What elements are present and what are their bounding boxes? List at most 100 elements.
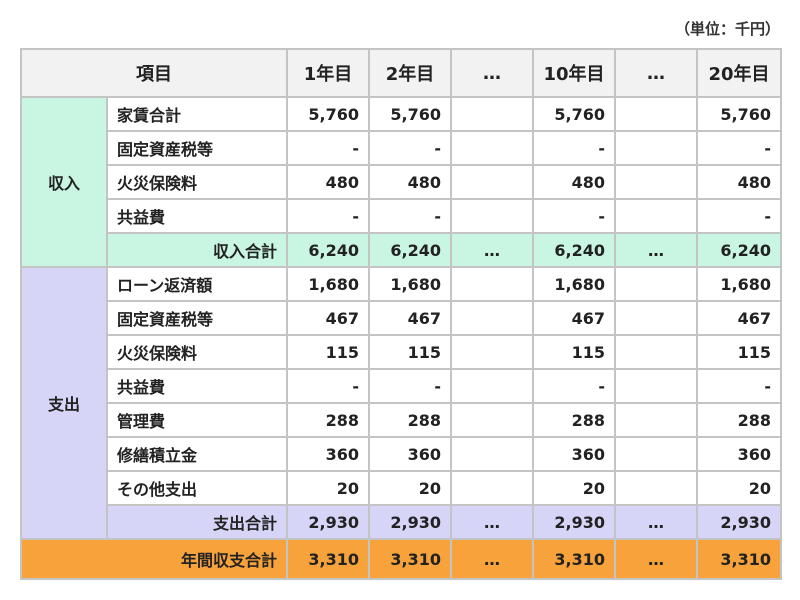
value-cell — [614, 198, 698, 234]
value-cell: 20 — [696, 470, 782, 506]
value-cell: … — [450, 504, 534, 540]
value-cell: 115 — [532, 334, 616, 370]
value-cell: - — [286, 130, 370, 166]
row-label: 共益費 — [106, 368, 288, 404]
value-cell: … — [614, 504, 698, 540]
table-row: 共益費 - - - - — [21, 198, 782, 234]
value-cell — [450, 368, 534, 404]
row-label: 火災保険料 — [106, 164, 288, 200]
value-cell: 467 — [286, 300, 370, 336]
value-cell: 1,680 — [532, 266, 616, 302]
value-cell — [450, 266, 534, 302]
value-cell: 288 — [368, 402, 452, 438]
value-cell: 3,310 — [286, 538, 370, 580]
value-cell: 20 — [368, 470, 452, 506]
value-cell: 6,240 — [286, 232, 370, 268]
value-cell — [450, 300, 534, 336]
income-total-row: 収入合計 6,240 6,240 … 6,240 … 6,240 — [21, 232, 782, 268]
value-cell: - — [532, 368, 616, 404]
value-cell: - — [286, 198, 370, 234]
value-cell: 115 — [696, 334, 782, 370]
value-cell: 115 — [368, 334, 452, 370]
value-cell: 288 — [696, 402, 782, 438]
value-cell: 6,240 — [532, 232, 616, 268]
row-label: 修繕積立金 — [106, 436, 288, 472]
value-cell: 288 — [532, 402, 616, 438]
value-cell: 2,930 — [532, 504, 616, 540]
value-cell — [614, 436, 698, 472]
table-row: 火災保険料 480 480 480 480 — [21, 164, 782, 200]
expense-category: 支出 — [20, 266, 108, 540]
value-cell — [614, 470, 698, 506]
value-cell: 467 — [532, 300, 616, 336]
table-row: 支出 ローン返済額 1,680 1,680 1,680 1,680 — [20, 266, 782, 540]
value-cell — [614, 402, 698, 438]
value-cell: - — [696, 130, 782, 166]
value-cell: - — [532, 198, 616, 234]
value-cell: 5,760 — [696, 96, 782, 132]
value-cell — [614, 266, 698, 302]
value-cell: 360 — [532, 436, 616, 472]
income-category: 収入 — [20, 96, 108, 268]
header-year-20: 20年目 — [696, 48, 782, 98]
value-cell: … — [450, 232, 534, 268]
value-cell — [450, 96, 534, 132]
table-row: 火災保険料 115 115 115 115 — [21, 334, 782, 370]
value-cell: - — [696, 368, 782, 404]
header-year-10: 10年目 — [532, 48, 616, 98]
value-cell: 360 — [696, 436, 782, 472]
net-total-row: 年間収支合計 3,310 3,310 … 3,310 … 3,310 — [20, 538, 782, 580]
value-cell — [614, 130, 698, 166]
value-cell: 3,310 — [696, 538, 782, 580]
value-cell: - — [368, 368, 452, 404]
value-cell: 5,760 — [286, 96, 370, 132]
header-year-1: 1年目 — [286, 48, 370, 98]
net-total-label: 年間収支合計 — [20, 538, 288, 580]
value-cell — [614, 368, 698, 404]
value-cell: 5,760 — [368, 96, 452, 132]
value-cell — [450, 402, 534, 438]
value-cell: 360 — [286, 436, 370, 472]
header-ellipsis: … — [450, 48, 534, 98]
expense-total-row: 支出合計 2,930 2,930 … 2,930 … 2,930 — [21, 504, 782, 540]
value-cell: 6,240 — [368, 232, 452, 268]
value-cell: 5,760 — [532, 96, 616, 132]
row-label: 火災保険料 — [106, 334, 288, 370]
header-ellipsis: … — [614, 48, 698, 98]
value-cell: 3,310 — [532, 538, 616, 580]
value-cell: 1,680 — [696, 266, 782, 302]
value-cell — [450, 198, 534, 234]
value-cell: 480 — [286, 164, 370, 200]
expense-total-label: 支出合計 — [106, 504, 288, 540]
table-row: 固定資産税等 - - - - — [21, 130, 782, 166]
value-cell: 115 — [286, 334, 370, 370]
value-cell: 288 — [286, 402, 370, 438]
row-label: その他支出 — [106, 470, 288, 506]
value-cell: - — [696, 198, 782, 234]
value-cell — [450, 130, 534, 166]
value-cell — [614, 334, 698, 370]
value-cell: 467 — [368, 300, 452, 336]
header-row: 項目 1年目 2年目 … 10年目 … 20年目 — [20, 48, 782, 98]
value-cell: - — [368, 130, 452, 166]
table-row: その他支出 20 20 20 20 — [21, 470, 782, 506]
value-cell: 20 — [532, 470, 616, 506]
value-cell: 360 — [368, 436, 452, 472]
income-total-label: 収入合計 — [106, 232, 288, 268]
value-cell: 2,930 — [368, 504, 452, 540]
value-cell — [614, 96, 698, 132]
value-cell — [450, 164, 534, 200]
row-label: 共益費 — [106, 198, 288, 234]
unit-note: （単位：千円） — [674, 20, 780, 38]
value-cell — [450, 436, 534, 472]
value-cell: … — [450, 538, 534, 580]
value-cell: 1,680 — [368, 266, 452, 302]
table-row: 収入 家賃合計 5,760 5,760 5,760 5,760 — [20, 96, 782, 268]
value-cell: 467 — [696, 300, 782, 336]
header-item: 項目 — [20, 48, 288, 98]
table-row: 共益費 - - - - — [21, 368, 782, 404]
value-cell: 1,680 — [286, 266, 370, 302]
value-cell: 20 — [286, 470, 370, 506]
table-row: 管理費 288 288 288 288 — [21, 402, 782, 438]
value-cell: … — [614, 538, 698, 580]
